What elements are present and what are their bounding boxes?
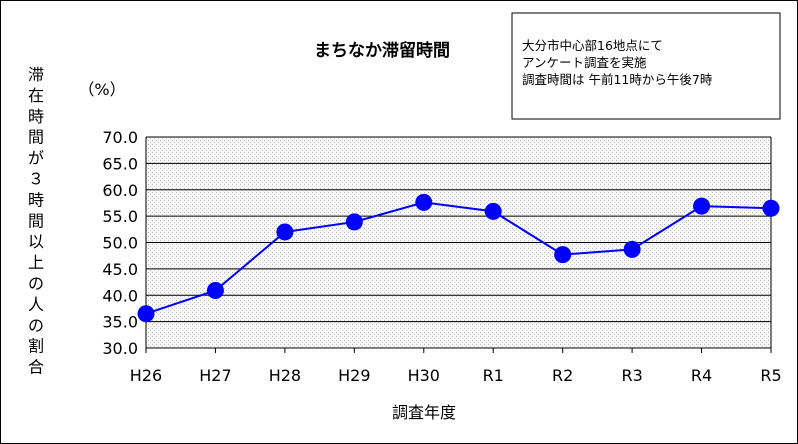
x-tick-labels: H26 H27 H28 H29 H30 R1 R2 R3 R4 R5 (130, 348, 782, 385)
chart-title: まちなか滞留時間 (314, 40, 450, 61)
y-axis-label-char: 間 (28, 128, 44, 147)
y-tick-label: 50.0 (102, 234, 138, 253)
y-axis-label-char: 時 (28, 190, 44, 209)
x-tick-label: H28 (269, 366, 301, 385)
y-tick-label: 55.0 (102, 207, 138, 226)
data-point (206, 282, 224, 300)
data-point (484, 202, 502, 220)
annotation-box (511, 12, 781, 120)
annotation-line-1: 大分市中心部16地点にて (522, 38, 663, 53)
data-point (623, 240, 641, 258)
x-tick-label: R2 (552, 366, 573, 385)
data-point (554, 246, 572, 264)
y-tick-label: 40.0 (102, 286, 138, 305)
y-axis-label-char: の (28, 274, 44, 293)
y-axis-label-char: が (28, 149, 44, 168)
y-tick-label: 45.0 (102, 260, 138, 279)
y-axis-label-char: 以 (28, 232, 44, 251)
x-tick-label: H29 (338, 366, 370, 385)
x-tick-label: R4 (691, 366, 712, 385)
y-axis-label-char: 時 (28, 107, 44, 126)
x-tick-label: H27 (199, 366, 231, 385)
y-tick-label: 70.0 (102, 128, 138, 147)
y-tick-label: 65.0 (102, 154, 138, 173)
y-axis-label-char: 上 (28, 253, 44, 272)
y-axis-label-char: の (28, 316, 44, 335)
data-point (762, 199, 780, 217)
y-axis-label-char: 在 (28, 86, 44, 105)
x-tick-label: H26 (130, 366, 162, 385)
y-tick-label: 35.0 (102, 313, 138, 332)
x-tick-label: H30 (408, 366, 440, 385)
y-axis-label-char: 間 (28, 211, 44, 230)
data-point (693, 197, 711, 215)
y-axis-label-char: 滞 (28, 65, 44, 84)
data-point (345, 213, 363, 231)
annotation-line-3: 調査時間は 午前11時から午後7時 (522, 72, 713, 87)
annotation-line-2: アンケート調査を実施 (522, 55, 647, 70)
gridlines (145, 136, 772, 349)
data-point (276, 223, 294, 241)
series-line-path (145, 201, 772, 315)
y-axis-label-char: 合 (28, 358, 44, 377)
y-axis-unit: （%） (78, 80, 125, 99)
x-axis-label: 調査年度 (392, 403, 456, 422)
x-tick-label: R1 (483, 366, 504, 385)
x-tick-label: R3 (621, 366, 642, 385)
y-axis-label-char: 人 (28, 295, 44, 314)
y-tick-labels: 30.0 35.0 40.0 45.0 50.0 55.0 60.0 65.0 70.0 (102, 128, 138, 358)
y-axis-label-char: 割 (28, 337, 44, 356)
y-tick-label: 30.0 (102, 339, 138, 358)
y-axis-label-char: ３ (28, 170, 44, 189)
data-point (137, 305, 155, 323)
data-point (415, 193, 433, 211)
x-tick-label: R5 (760, 366, 781, 385)
series-line (137, 193, 780, 323)
y-tick-label: 60.0 (102, 181, 138, 200)
